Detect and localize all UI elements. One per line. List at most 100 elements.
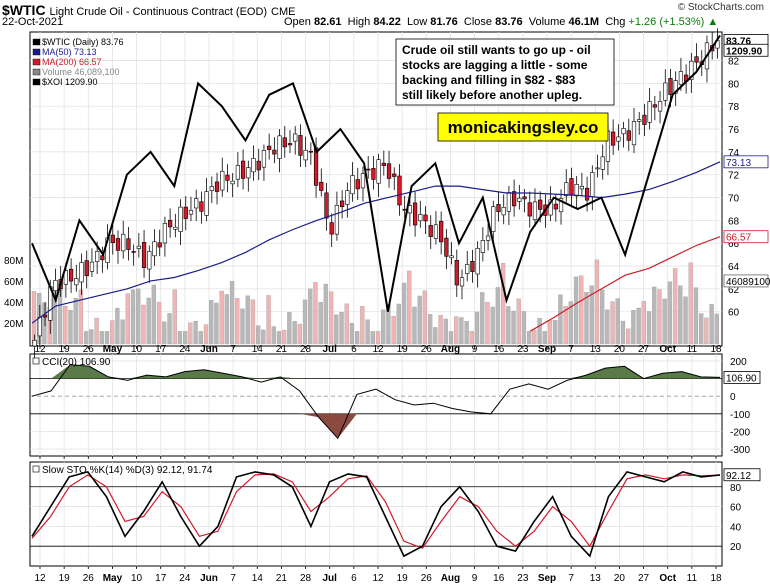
volume-bar (474, 311, 480, 345)
candle-body (246, 167, 251, 179)
volume-bar (485, 302, 490, 345)
open-value: 82.61 (313, 16, 342, 28)
volume-bar (615, 298, 620, 345)
volume-bar (188, 322, 193, 345)
candle-body (194, 198, 199, 209)
stockcharts-brand: © StockCharts.com (677, 2, 764, 13)
volume-bar (68, 310, 73, 345)
volume-bar (120, 319, 125, 345)
volume-bar (433, 327, 438, 345)
x-tick-label: Jun (200, 573, 218, 584)
volume-bar (282, 330, 287, 345)
annotation-line: still likely before another upleg. (402, 88, 582, 102)
candle-body (590, 172, 595, 197)
x-tick-label: 11 (687, 573, 698, 584)
x-tick-label: 7 (230, 344, 236, 355)
volume-bar (542, 331, 547, 345)
candle-body (225, 174, 230, 181)
volume-bar (339, 312, 344, 345)
candle-body (376, 159, 381, 184)
candle-body (152, 241, 157, 257)
volume-bar (714, 313, 719, 345)
candle-body (293, 133, 298, 142)
last-value-label: 73.13 (726, 158, 751, 169)
open-label: Open (284, 16, 311, 28)
candle-body (334, 205, 340, 235)
candle-body (366, 168, 371, 171)
candle-body (548, 199, 553, 216)
candle-body (100, 255, 105, 261)
x-tick-label: Jul (322, 573, 337, 584)
volume-bar (605, 309, 610, 345)
candle-body (668, 78, 673, 95)
volume-bar (78, 289, 84, 345)
volume-value: 46.1M (568, 16, 600, 28)
candle-body (433, 224, 439, 239)
x-tick-label: 12 (34, 344, 46, 355)
volume-bar (261, 329, 266, 345)
candle-body (538, 199, 543, 210)
cci-tick-label: -300 (730, 445, 750, 456)
x-tick-label: 23 (517, 344, 529, 355)
candle-body (475, 247, 480, 275)
volume-tick-label: 80M (4, 256, 23, 267)
volume-bar (558, 294, 563, 345)
candle-body (345, 190, 350, 205)
volume-bar (589, 285, 594, 345)
candle-body (261, 150, 267, 168)
candle-body (647, 101, 652, 123)
x-tick-label: Sep (538, 573, 556, 584)
cci-tick-label: 0 (730, 392, 736, 403)
candle-body (444, 237, 449, 257)
volume-bar (89, 329, 94, 345)
cci-tick-label: -200 (730, 427, 750, 438)
volume-bar (521, 311, 527, 345)
candle-body (74, 278, 79, 286)
volume-bar (323, 283, 329, 345)
bars-icon (32, 68, 41, 76)
candle-body (267, 145, 272, 150)
volume-bar (579, 275, 584, 345)
candle-body (584, 187, 590, 201)
candle-body (230, 180, 235, 185)
candle-body (42, 314, 48, 318)
volume-bar (344, 303, 349, 345)
x-tick-label: 7 (568, 573, 574, 584)
volume-bar (136, 288, 141, 345)
line-icon (32, 78, 41, 86)
x-tick-label: 26 (421, 573, 433, 584)
x-tick-label: 26 (83, 344, 95, 355)
candle-body (392, 173, 397, 177)
volume-bar (584, 292, 589, 345)
volume-bar (276, 331, 282, 345)
volume-bar (193, 320, 198, 345)
volume-bar (459, 317, 464, 345)
volume-bar (198, 331, 203, 345)
candle-body (53, 280, 58, 291)
volume-tick-label: 40M (4, 298, 23, 309)
sto-tick-label: 20 (730, 542, 742, 553)
candle-body (600, 156, 605, 170)
y-tick-label: 74 (728, 148, 740, 159)
x-tick-label: Jul (322, 344, 337, 355)
candle-body (95, 251, 100, 262)
volume-bar (104, 331, 110, 345)
x-tick-label: 6 (351, 573, 357, 584)
candle-body (251, 158, 256, 173)
candle-body (694, 56, 699, 63)
volume-bar (495, 287, 501, 345)
volume-bar (318, 301, 323, 345)
volume-bar (83, 331, 89, 345)
candle-body (418, 214, 423, 222)
last-value-tag (723, 155, 769, 169)
legend-entry: MA(200) 66.57 (42, 57, 102, 67)
candle-body (167, 219, 173, 228)
line-icon (32, 357, 40, 365)
volume-bar (151, 284, 157, 345)
candle-body (115, 238, 121, 251)
high-label: High (347, 16, 371, 28)
x-tick-label: 27 (638, 344, 650, 355)
sto-tick-label: 60 (730, 503, 742, 514)
volume-tick-label: 60M (4, 277, 23, 288)
candle-body (402, 208, 407, 211)
